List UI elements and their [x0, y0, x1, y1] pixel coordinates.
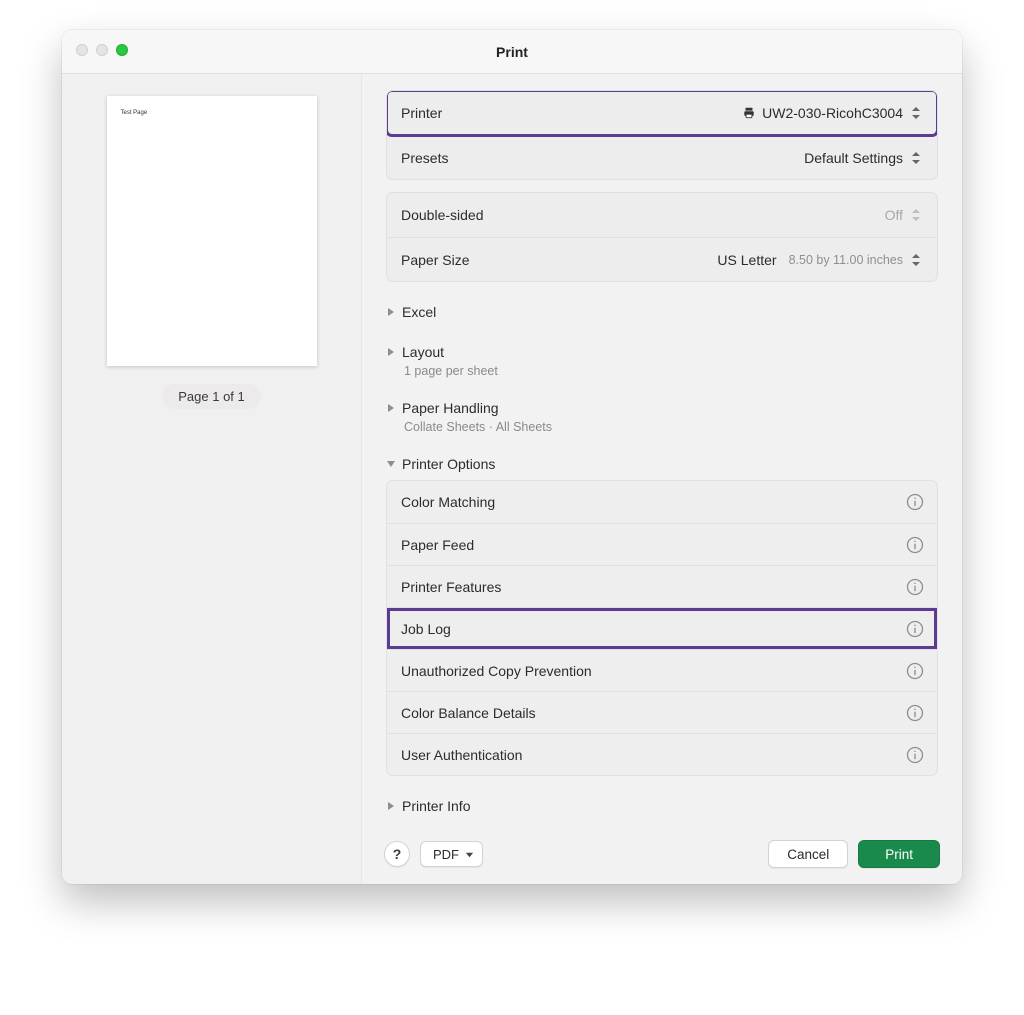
option-label: User Authentication — [401, 747, 522, 763]
option-label: Job Log — [401, 621, 451, 637]
section-layout-label: Layout — [402, 344, 444, 360]
info-icon — [905, 619, 925, 639]
option-unauthorized-copy-prevention[interactable]: Unauthorized Copy Prevention — [387, 649, 937, 691]
section-layout-sub: 1 page per sheet — [386, 364, 938, 378]
printer-value: UW2-030-RicohC3004 — [762, 105, 903, 121]
page-setup-group: Double-sided Off Paper Size US Letter — [386, 192, 938, 282]
dialog-body: Test Page Page 1 of 1 Printer — [62, 74, 962, 884]
presets-label: Presets — [401, 150, 448, 166]
options-pane: Printer UW2-030-RicohC3004 — [362, 74, 962, 884]
dialog-footer: ? PDF Cancel Print — [362, 830, 962, 884]
option-printer-features[interactable]: Printer Features — [387, 565, 937, 607]
page-preview: Test Page — [107, 96, 317, 366]
option-color-matching[interactable]: Color Matching — [387, 481, 937, 523]
minimize-window-button[interactable] — [96, 44, 108, 56]
double-sided-row[interactable]: Double-sided Off — [387, 193, 937, 237]
option-label: Color Balance Details — [401, 705, 536, 721]
presets-value-wrap: Default Settings — [804, 149, 923, 167]
double-sided-stepper-icon — [909, 206, 923, 224]
help-button[interactable]: ? — [384, 841, 410, 867]
paper-size-value: US Letter — [717, 252, 776, 268]
close-window-button[interactable] — [76, 44, 88, 56]
chevron-right-icon — [386, 801, 396, 811]
paper-size-dimensions: 8.50 by 11.00 inches — [789, 253, 903, 267]
presets-stepper-icon — [909, 149, 923, 167]
option-job-log[interactable]: Job Log — [387, 607, 937, 649]
double-sided-value-wrap: Off — [885, 206, 923, 224]
printer-value-wrap: UW2-030-RicohC3004 — [742, 104, 923, 122]
section-printer-options: Printer Options Color Matching Paper Fee… — [386, 450, 938, 776]
section-printer-options-header[interactable]: Printer Options — [386, 450, 938, 474]
paper-size-row[interactable]: Paper Size US Letter 8.50 by 11.00 inche… — [387, 237, 937, 281]
option-paper-feed[interactable]: Paper Feed — [387, 523, 937, 565]
section-excel-label: Excel — [402, 304, 436, 320]
section-excel-header[interactable]: Excel — [386, 298, 938, 322]
options-scroll[interactable]: Printer UW2-030-RicohC3004 — [362, 74, 962, 830]
chevron-down-icon — [465, 847, 474, 862]
paper-size-value-wrap: US Letter 8.50 by 11.00 inches — [717, 251, 923, 269]
window-title: Print — [496, 44, 528, 60]
print-label: Print — [885, 847, 913, 862]
info-icon — [905, 492, 925, 512]
printer-label: Printer — [401, 105, 442, 121]
page-indicator: Page 1 of 1 — [162, 384, 261, 409]
printer-stepper-icon — [909, 104, 923, 122]
cancel-button[interactable]: Cancel — [768, 840, 848, 868]
option-label: Paper Feed — [401, 537, 474, 553]
section-paper-handling-sub: Collate Sheets · All Sheets — [386, 420, 938, 434]
info-icon — [905, 661, 925, 681]
printer-presets-group: Printer UW2-030-RicohC3004 — [386, 90, 938, 180]
double-sided-label: Double-sided — [401, 207, 484, 223]
pdf-label: PDF — [433, 847, 459, 862]
info-icon — [905, 577, 925, 597]
option-label: Printer Features — [401, 579, 501, 595]
chevron-down-icon — [386, 459, 396, 469]
presets-value: Default Settings — [804, 150, 903, 166]
printer-row[interactable]: Printer UW2-030-RicohC3004 — [387, 91, 937, 135]
printer-options-list: Color Matching Paper Feed — [386, 480, 938, 776]
section-layout-header[interactable]: Layout — [386, 338, 938, 362]
zoom-window-button[interactable] — [116, 44, 128, 56]
section-paper-handling: Paper Handling Collate Sheets · All Shee… — [386, 394, 938, 434]
section-printer-options-label: Printer Options — [402, 456, 495, 472]
chevron-right-icon — [386, 347, 396, 357]
chevron-right-icon — [386, 307, 396, 317]
print-button[interactable]: Print — [858, 840, 940, 868]
pdf-dropdown-button[interactable]: PDF — [420, 841, 483, 867]
presets-row[interactable]: Presets Default Settings — [387, 135, 937, 179]
section-paper-handling-header[interactable]: Paper Handling — [386, 394, 938, 418]
preview-pane: Test Page Page 1 of 1 — [62, 74, 362, 884]
section-printer-info-label: Printer Info — [402, 798, 470, 814]
section-excel: Excel — [386, 298, 938, 322]
option-label: Unauthorized Copy Prevention — [401, 663, 592, 679]
option-label: Color Matching — [401, 494, 495, 510]
section-paper-handling-label: Paper Handling — [402, 400, 499, 416]
page-preview-text: Test Page — [121, 110, 148, 116]
paper-size-label: Paper Size — [401, 252, 469, 268]
paper-size-stepper-icon — [909, 251, 923, 269]
double-sided-value: Off — [885, 207, 903, 223]
info-icon — [905, 703, 925, 723]
chevron-right-icon — [386, 403, 396, 413]
info-icon — [905, 745, 925, 765]
window-controls — [76, 44, 128, 56]
option-user-authentication[interactable]: User Authentication — [387, 733, 937, 775]
cancel-label: Cancel — [787, 847, 829, 862]
section-layout: Layout 1 page per sheet — [386, 338, 938, 378]
titlebar: Print — [62, 30, 962, 74]
printer-icon — [742, 106, 756, 120]
print-dialog: Print Test Page Page 1 of 1 Printer — [62, 30, 962, 884]
info-icon — [905, 535, 925, 555]
section-printer-info: Printer Info — [386, 792, 938, 816]
option-color-balance-details[interactable]: Color Balance Details — [387, 691, 937, 733]
section-printer-info-header[interactable]: Printer Info — [386, 792, 938, 816]
